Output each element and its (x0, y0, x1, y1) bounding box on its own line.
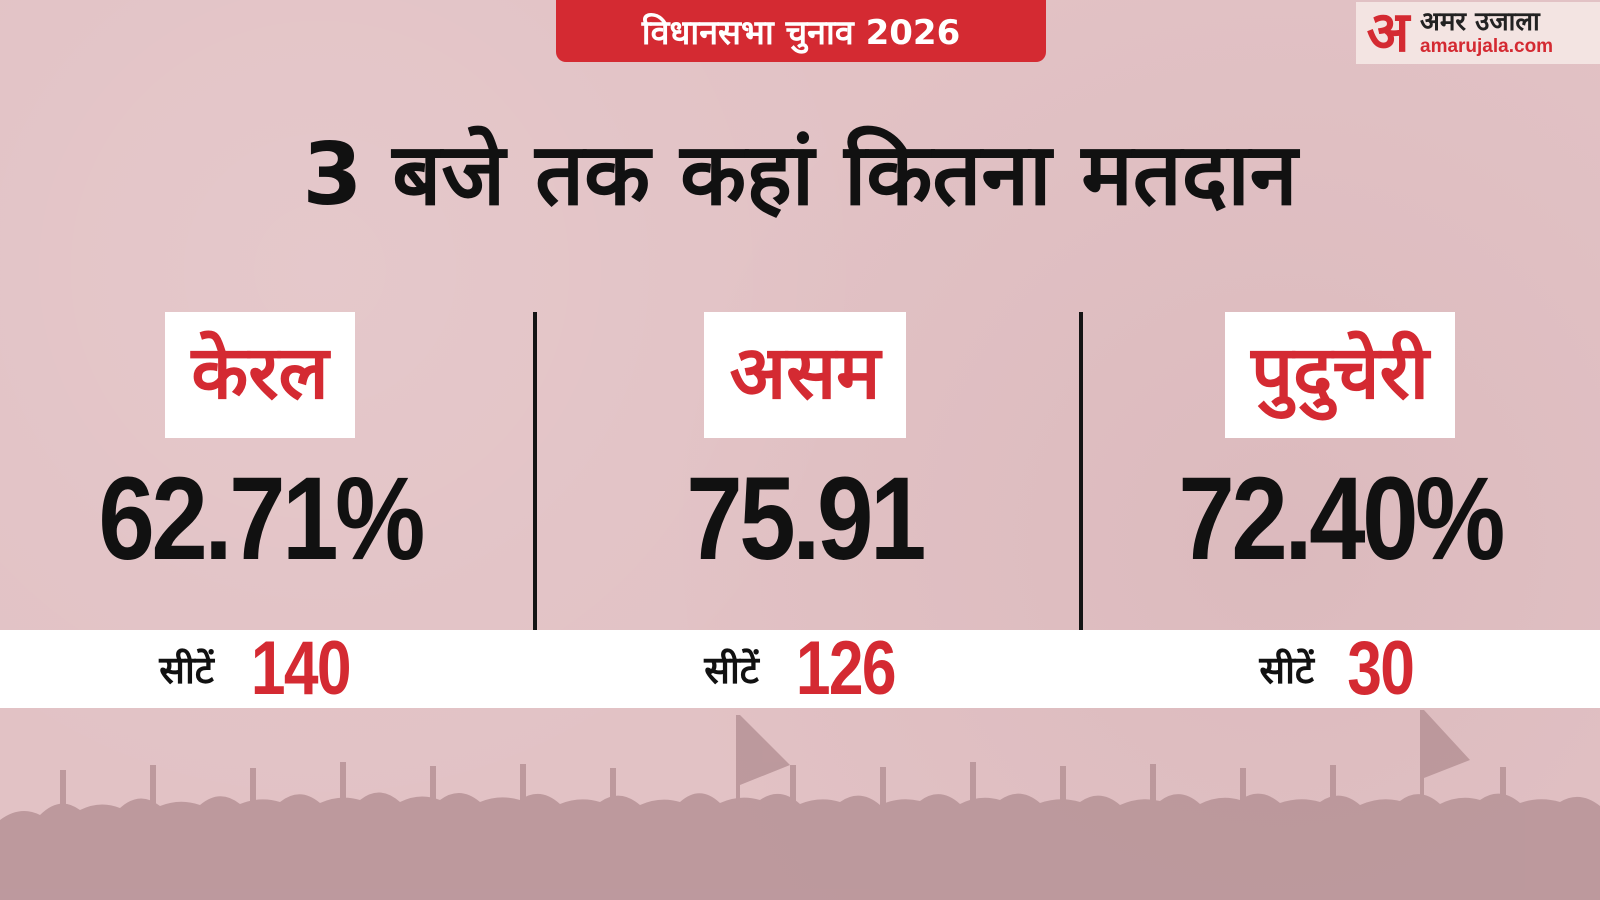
turnout-value: 75.91 (686, 453, 927, 585)
logo-domain: amarujala.com (1420, 35, 1554, 57)
seats-row: सीटें 30 (1080, 630, 1600, 708)
seats-row: सीटें 140 (0, 630, 520, 708)
seats-count: 30 (1347, 626, 1415, 711)
page-title: 3 बजे तक कहां कितना मतदान (302, 125, 1298, 225)
state-label-box: असम (703, 312, 907, 438)
state-name: पुदुचेरी (1251, 330, 1429, 416)
seats-row: सीटें 126 (545, 630, 1065, 708)
state-name: असम (729, 330, 881, 416)
state-column-puducherry: पुदुचेरी 72.40% सीटें 30 (1080, 312, 1600, 708)
state-label-box: पुदुचेरी (1225, 312, 1455, 438)
seats-label: सीटें (1259, 648, 1315, 692)
seats-band (0, 630, 1600, 708)
logo-name: अमर उजाला (1420, 7, 1540, 38)
column-divider (1079, 312, 1083, 630)
seats-label: सीटें (704, 648, 759, 692)
state-label-box: केरल (165, 312, 355, 438)
state-column-kerala: केरल 62.71% सीटें 140 (0, 312, 520, 708)
state-column-assam: असम 75.91 सीटें 126 (545, 312, 1065, 708)
state-name: केरल (191, 330, 329, 416)
election-tag: विधानसभा चुनाव 2026 (556, 0, 1046, 62)
crowd-silhouette-illustration (0, 710, 1600, 900)
logo-text: अमर उजाला amarujala.com (1420, 7, 1554, 57)
amar-ujala-logo[interactable]: अ अमर उजाला amarujala.com (1356, 2, 1600, 64)
column-divider (533, 312, 537, 630)
seats-label: सीटें (159, 648, 214, 692)
turnout-value: 62.71% (98, 453, 425, 585)
turnout-value: 72.40% (1178, 453, 1505, 585)
seats-count: 126 (795, 626, 897, 711)
seats-count: 140 (250, 626, 352, 711)
logo-mark-icon: अ (1366, 0, 1410, 65)
